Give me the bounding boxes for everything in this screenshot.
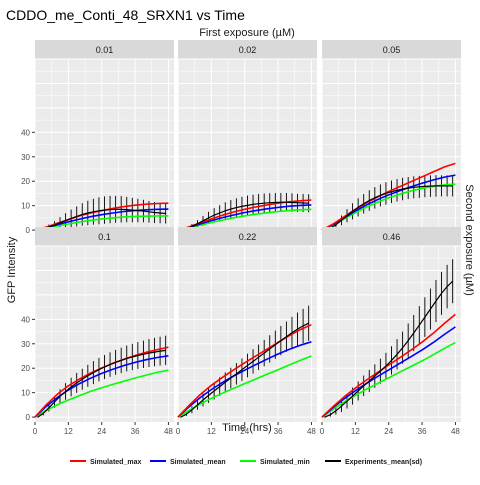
facet-strip: [178, 227, 317, 246]
simulated-mean-line: [321, 326, 456, 418]
y-tick-label: 40: [21, 315, 30, 324]
legend-label: Simulated_max: [90, 459, 141, 466]
y-tick-label: 0: [26, 226, 31, 235]
simulated-mean-line: [34, 355, 169, 418]
right-strip-label: Second exposure (µM): [463, 184, 475, 296]
x-axis-title: Time (hrs): [222, 422, 272, 434]
x-tick-label: 0: [176, 427, 181, 436]
y-tick-label: 0: [26, 413, 31, 422]
experiment-mean-line: [324, 185, 453, 231]
x-tick-label: 0: [320, 427, 325, 436]
legend-label: Simulated_min: [260, 459, 310, 466]
facet-strip-label: 0.1: [98, 232, 111, 242]
y-tick-label: 40: [21, 128, 30, 137]
simulated-mean-line: [177, 341, 312, 418]
x-tick-label: 12: [207, 427, 216, 436]
simulated-min-line: [321, 341, 456, 418]
top-strip-label: First exposure (µM): [199, 27, 295, 39]
facet-panel: 0.02: [177, 40, 317, 235]
x-tick-label: 36: [274, 427, 283, 436]
simulated-max-line: [321, 162, 456, 231]
facet-strip-label: 0.01: [96, 45, 114, 55]
panel-background: [322, 246, 461, 422]
facet-panels: 0.01 0 10 20 30 40 0.02 0.05 0.1 0 10 20 30 40 0 12 24 36…: [21, 40, 461, 436]
facet-panel: 0.46 0 12 24 36 48: [320, 227, 461, 436]
facet-strip: [35, 40, 174, 59]
x-tick-label: 36: [131, 427, 140, 436]
y-tick-label: 30: [21, 340, 30, 349]
simulated-mean-line: [34, 208, 169, 231]
experiment-mean-line: [37, 349, 166, 418]
x-tick-label: 48: [164, 427, 173, 436]
experiment-mean-line: [180, 201, 309, 231]
panel-background: [322, 59, 461, 235]
facet-strip: [322, 40, 461, 59]
facet-strip-label: 0.22: [239, 232, 257, 242]
simulated-mean-line: [177, 204, 312, 231]
y-axis-title: GFP Intensity: [6, 236, 18, 303]
y-tick-label: 10: [21, 389, 30, 398]
legend-label: Simulated_mean: [170, 459, 226, 466]
experiment-mean-line: [37, 208, 166, 231]
simulated-min-line: [177, 355, 312, 418]
facet-panel: 0.05: [321, 40, 461, 235]
legend-label: Experiments_mean(sd): [345, 459, 422, 466]
legend: Simulated_max Simulated_mean Simulated_min…: [70, 459, 422, 466]
facet-panel: 0.1 0 10 20 30 40 0 12 24 36 48: [21, 227, 174, 436]
experiment-mean-line: [180, 322, 309, 418]
x-tick-label: 48: [307, 427, 316, 436]
y-tick-label: 30: [21, 153, 30, 162]
facet-strip: [178, 40, 317, 59]
facet-strip: [322, 227, 461, 246]
y-tick-label: 20: [21, 177, 30, 186]
experiment-mean-line: [324, 280, 454, 418]
x-tick-label: 24: [97, 427, 106, 436]
facet-strip: [35, 227, 174, 246]
x-tick-label: 36: [418, 427, 427, 436]
facet-panel: 0.22 0 12 24 36 48: [176, 227, 317, 436]
x-tick-label: 12: [351, 427, 360, 436]
facet-strip-label: 0.02: [239, 45, 257, 55]
simulated-min-line: [34, 369, 169, 418]
simulated-max-line: [321, 313, 456, 418]
facet-strip-label: 0.05: [383, 45, 401, 55]
x-tick-label: 48: [451, 427, 460, 436]
simulated-min-line: [34, 215, 169, 231]
x-tick-label: 24: [240, 427, 249, 436]
x-tick-label: 0: [33, 427, 38, 436]
chart-title: CDDO_me_Conti_48_SRXN1 vs Time: [6, 7, 245, 23]
y-tick-label: 20: [21, 364, 30, 373]
simulated-min-line: [177, 208, 312, 231]
x-tick-label: 12: [64, 427, 73, 436]
facet-panel: 0.01 0 10 20 30 40: [21, 40, 174, 235]
y-tick-label: 10: [21, 202, 30, 211]
simulated-max-line: [177, 323, 312, 418]
facet-strip-label: 0.46: [383, 232, 401, 242]
x-tick-label: 24: [384, 427, 393, 436]
